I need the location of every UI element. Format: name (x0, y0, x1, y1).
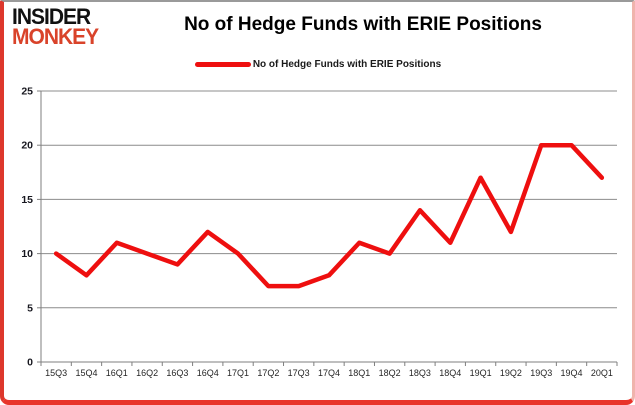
y-tick-label: 15 (21, 194, 33, 206)
x-tick-label: 16Q2 (136, 368, 158, 378)
x-tick-label: 18Q3 (409, 368, 431, 378)
legend-label: No of Hedge Funds with ERIE Positions (252, 59, 442, 70)
logo-text-insider: INSIDER (12, 4, 91, 30)
x-tick-label: 16Q3 (166, 368, 188, 378)
x-tick-label: 20Q1 (591, 368, 613, 378)
x-tick-label: 17Q1 (227, 368, 249, 378)
x-tick-label: 19Q4 (561, 368, 583, 378)
logo-text-monkey: MONKEY (12, 25, 99, 50)
x-tick-label: 15Q3 (45, 368, 67, 378)
x-tick-label: 17Q3 (288, 368, 310, 378)
legend-line-swatch (194, 62, 251, 67)
x-tick-label: 17Q4 (318, 368, 340, 378)
insider-monkey-logo: INSIDER MONKEY (12, 4, 99, 50)
x-tick-label: 18Q2 (379, 368, 401, 378)
x-tick-label: 16Q1 (106, 368, 128, 378)
x-tick-label: 17Q2 (257, 368, 279, 378)
y-tick-label: 5 (27, 302, 33, 314)
line-chart: 0 5 10 15 20 25 15Q3 15Q4 16Q1 16Q2 16Q3 16Q4 17Q1 17… (21, 86, 618, 378)
data-line (53, 142, 605, 289)
y-tick-label: 20 (21, 140, 33, 152)
x-tick-label: 18Q4 (439, 368, 461, 378)
chart-title: No of Hedge Funds with ERIE Positions (184, 14, 542, 35)
y-tick-label: 25 (21, 86, 33, 98)
x-tick-label: 15Q4 (75, 368, 97, 378)
x-tick-label: 19Q3 (530, 368, 552, 378)
chart-legend: No of Hedge Funds with ERIE Positions (4, 59, 632, 70)
x-tick-label: 16Q4 (197, 368, 219, 378)
x-tick-label: 18Q1 (348, 368, 370, 378)
x-tick-label: 19Q1 (470, 368, 492, 378)
y-tick-label: 0 (27, 357, 33, 369)
x-tick-label: 19Q2 (500, 368, 522, 378)
y-tick-label: 10 (21, 248, 33, 260)
